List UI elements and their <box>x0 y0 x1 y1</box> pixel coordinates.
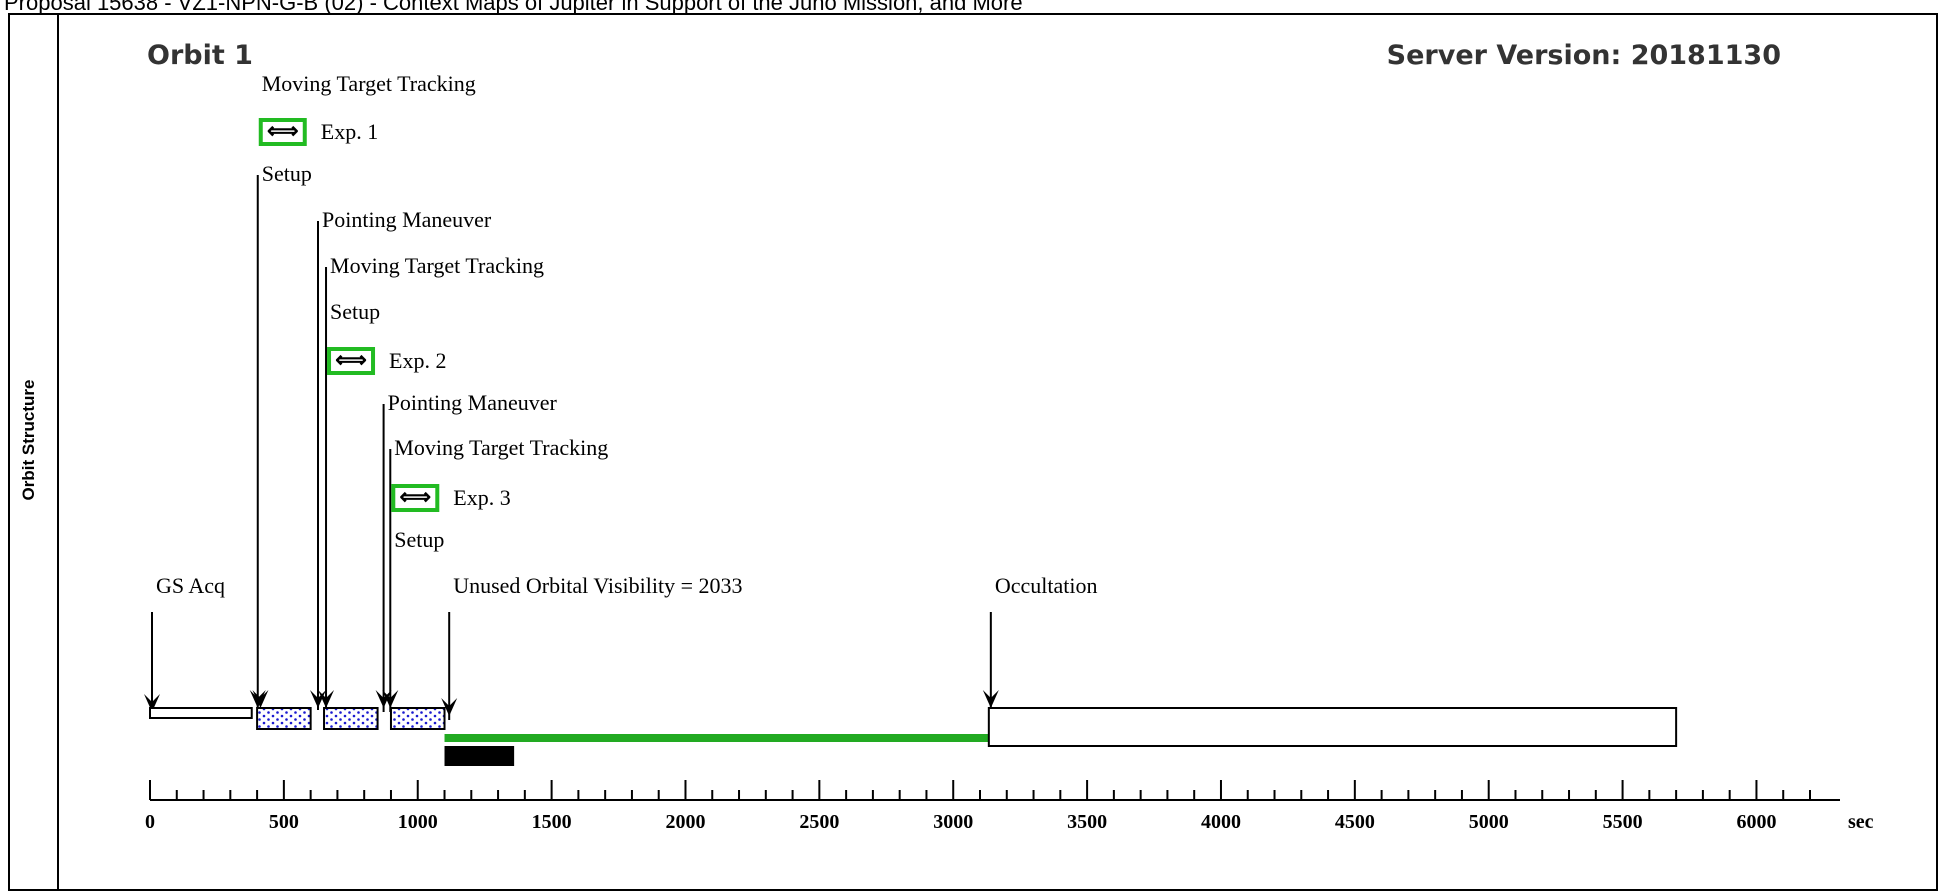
event-label: Setup <box>262 161 312 186</box>
tick-label: 3500 <box>1067 811 1107 833</box>
tick-label: 5000 <box>1469 811 1509 833</box>
tick-label: 500 <box>269 811 299 833</box>
proposal-header: Proposal 15638 - VZ1-NPN-G-B (02) - Cont… <box>4 0 1023 14</box>
header-strip: Proposal 15638 - VZ1-NPN-G-B (02) - Cont… <box>0 0 1939 14</box>
arrow-head <box>382 690 399 708</box>
event-label: Exp. 1 <box>321 119 378 144</box>
tick-label: 5500 <box>1603 811 1643 833</box>
event-label: Exp. 3 <box>453 485 510 510</box>
tick-label: 0 <box>145 811 155 833</box>
event-label: Unused Orbital Visibility = 2033 <box>453 573 742 598</box>
exposure-bar <box>323 707 379 730</box>
gs-acq-bar <box>149 707 253 719</box>
arrow-head <box>318 690 335 708</box>
server-version: Server Version: 20181130 <box>1386 40 1781 71</box>
arrow-head <box>252 690 269 708</box>
tick-label: 1000 <box>398 811 438 833</box>
tick-label: 3000 <box>933 811 973 833</box>
event-label: Moving Target Tracking <box>394 435 608 460</box>
event-label: Occultation <box>995 573 1098 598</box>
exposure-arrows-icon: ⟺ <box>335 347 367 372</box>
exposure-bar <box>256 707 312 730</box>
event-label: GS Acq <box>156 573 225 598</box>
tick-label: 6000 <box>1736 811 1776 833</box>
exposure-box <box>258 118 307 146</box>
exposure-box <box>327 347 376 375</box>
orbit-frame <box>8 13 1938 891</box>
event-label: Moving Target Tracking <box>262 71 476 96</box>
event-label: Pointing Maneuver <box>322 207 492 232</box>
arrow-head <box>144 694 160 712</box>
exposure-arrows-icon: ⟺ <box>400 484 432 509</box>
event-label: Moving Target Tracking <box>330 253 544 278</box>
black-block-bar <box>444 746 515 766</box>
tick-label: 4500 <box>1335 811 1375 833</box>
side-column <box>8 13 59 891</box>
orbit-title: Orbit 1 <box>147 40 253 71</box>
tick-label: 2000 <box>665 811 705 833</box>
unused-visibility-bar <box>444 734 989 742</box>
arrow-head <box>982 690 999 708</box>
arrow-head <box>441 698 458 716</box>
exposure-bar <box>389 707 446 730</box>
tick-label: 2500 <box>799 811 839 833</box>
event-label: Setup <box>330 299 380 324</box>
tick-label: 1500 <box>532 811 572 833</box>
tick-label: 4000 <box>1201 811 1241 833</box>
arrow-head <box>375 690 392 708</box>
exposure-arrows-icon: ⟺ <box>267 118 299 143</box>
event-label: Setup <box>394 527 444 552</box>
occultation-bar <box>987 707 1678 747</box>
event-label: Pointing Maneuver <box>388 390 558 415</box>
unit-label: sec <box>1848 811 1874 833</box>
exposure-box <box>391 484 440 512</box>
event-label: Exp. 2 <box>389 348 446 373</box>
